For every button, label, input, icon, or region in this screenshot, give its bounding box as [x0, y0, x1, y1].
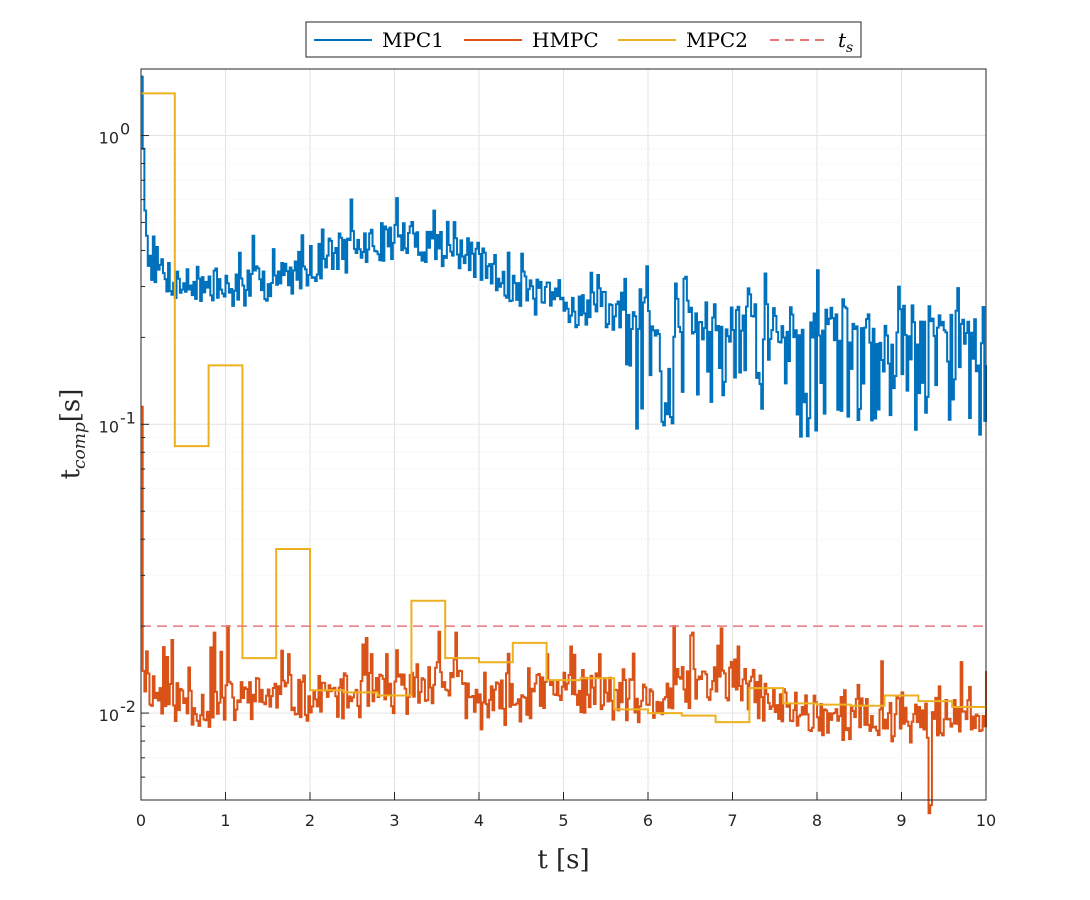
series-line-mpc2: [141, 92, 986, 724]
x-axis-label: t [s]: [537, 845, 589, 875]
y-tick-label: 10: [99, 129, 119, 148]
y-tick-label-exponent: 0: [120, 120, 130, 139]
x-tick-label: 4: [474, 811, 484, 830]
series-layer: [141, 75, 987, 815]
x-tick-label: 10: [976, 811, 996, 830]
label-layer: t [s] tcomp[s]: [56, 389, 590, 875]
series-line-mpc1: [141, 75, 987, 438]
legend-label-mpc1: MPC1: [382, 28, 444, 52]
y-axis-label-text: tcomp[s]: [56, 389, 90, 480]
legend-label-t-s: ts: [838, 28, 853, 56]
legend: MPC1 HMPC MPC2 ts: [305, 21, 862, 58]
x-tick-label: 8: [812, 811, 822, 830]
y-tick-label-exponent: -2: [120, 697, 136, 716]
x-tick-label: 5: [558, 811, 568, 830]
x-tick-label: 6: [643, 811, 653, 830]
x-tick-label: 0: [136, 811, 146, 830]
x-tick-label: 3: [389, 811, 399, 830]
series-line-hmpc: [141, 405, 987, 815]
y-tick-label: 10: [99, 706, 119, 725]
x-tick-label: 2: [305, 811, 315, 830]
y-axis-label: tcomp[s]: [56, 389, 90, 480]
x-tick-label: 1: [220, 811, 230, 830]
y-tick-label: 10: [99, 417, 119, 436]
legend-label-mpc2: MPC2: [686, 28, 748, 52]
y-tick-label-exponent: -1: [120, 408, 136, 427]
x-tick-label: 9: [896, 811, 906, 830]
x-tick-label: 7: [727, 811, 737, 830]
legend-box: [305, 21, 862, 58]
legend-label-hmpc: HMPC: [532, 28, 599, 52]
